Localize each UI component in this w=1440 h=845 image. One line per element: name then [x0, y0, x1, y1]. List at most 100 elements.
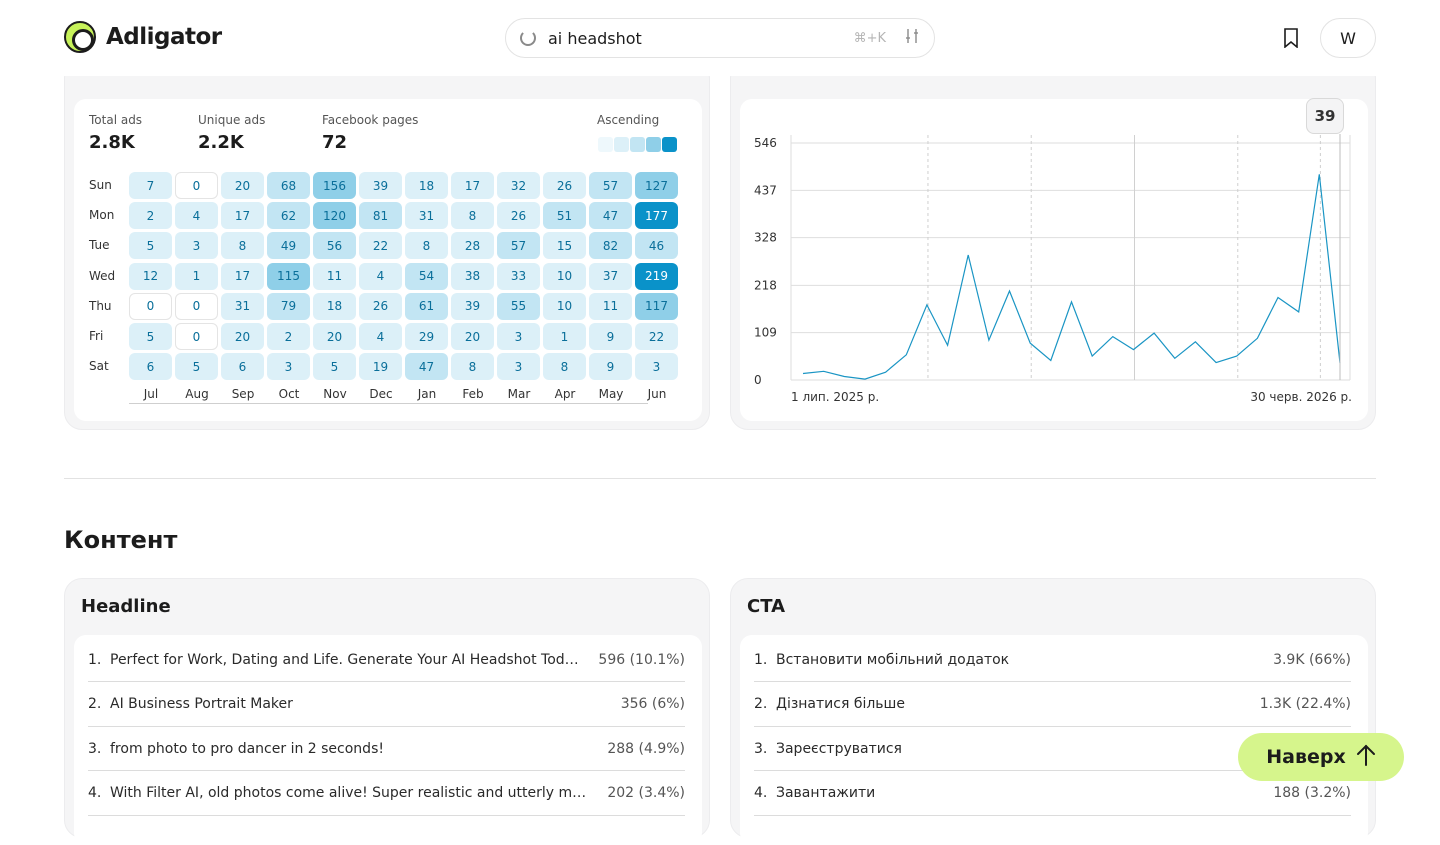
- heatmap-cell[interactable]: 29: [405, 323, 448, 350]
- heatmap-cell[interactable]: 1: [175, 263, 218, 290]
- heatmap-cell[interactable]: 31: [405, 202, 448, 229]
- sort-order-label[interactable]: Ascending: [597, 113, 659, 127]
- heatmap-cell[interactable]: 3: [175, 232, 218, 259]
- heatmap-cell[interactable]: 6: [129, 353, 172, 380]
- heatmap-cell[interactable]: 2: [267, 323, 310, 350]
- heatmap-cell[interactable]: 120: [313, 202, 356, 229]
- heatmap-cell[interactable]: 11: [313, 263, 356, 290]
- heatmap-cell[interactable]: 9: [589, 353, 632, 380]
- heatmap-cell[interactable]: 32: [497, 172, 540, 199]
- heatmap-cell[interactable]: 51: [543, 202, 586, 229]
- heatmap-cell[interactable]: 22: [635, 323, 678, 350]
- user-avatar-button[interactable]: W: [1320, 18, 1376, 58]
- heatmap-cell[interactable]: 57: [589, 172, 632, 199]
- heatmap-cell[interactable]: 5: [175, 353, 218, 380]
- heatmap-cell[interactable]: 8: [221, 232, 264, 259]
- heatmap-cell[interactable]: 1: [543, 323, 586, 350]
- heatmap-cell[interactable]: 20: [221, 323, 264, 350]
- heatmap-cell[interactable]: 156: [313, 172, 356, 199]
- heatmap-cell[interactable]: 10: [543, 293, 586, 320]
- heatmap-cell[interactable]: 47: [589, 202, 632, 229]
- heatmap-cell[interactable]: 62: [267, 202, 310, 229]
- list-item-index: 4.: [754, 785, 776, 801]
- heatmap-cell[interactable]: 5: [129, 323, 172, 350]
- heatmap-cell[interactable]: 8: [543, 353, 586, 380]
- heatmap-cell[interactable]: 0: [175, 172, 218, 199]
- heatmap-cell[interactable]: 20: [451, 323, 494, 350]
- heatmap-cell[interactable]: 37: [589, 263, 632, 290]
- heatmap-cell[interactable]: 20: [313, 323, 356, 350]
- heatmap-cell[interactable]: 18: [405, 172, 448, 199]
- heatmap-cell[interactable]: 3: [635, 353, 678, 380]
- heatmap-cell[interactable]: 54: [405, 263, 448, 290]
- heatmap-day-label: Fri: [89, 329, 125, 343]
- heatmap-cell[interactable]: 4: [359, 263, 402, 290]
- heatmap-cell[interactable]: 19: [359, 353, 402, 380]
- search-bar[interactable]: ai headshot ⌘+K: [505, 18, 935, 58]
- heatmap-cell[interactable]: 4: [175, 202, 218, 229]
- heatmap-cell[interactable]: 22: [359, 232, 402, 259]
- heatmap-cell[interactable]: 12: [129, 263, 172, 290]
- heatmap-cell[interactable]: 39: [451, 293, 494, 320]
- heatmap-cell[interactable]: 47: [405, 353, 448, 380]
- heatmap-cell[interactable]: 26: [543, 172, 586, 199]
- heatmap-cell[interactable]: 0: [175, 293, 218, 320]
- filter-sliders-icon[interactable]: [904, 28, 920, 48]
- bookmark-icon[interactable]: [1280, 27, 1302, 49]
- list-item[interactable]: 3.from photo to pro dancer in 2 seconds!…: [88, 727, 685, 771]
- heatmap-cell[interactable]: 0: [129, 293, 172, 320]
- heatmap-cell[interactable]: 38: [451, 263, 494, 290]
- list-item[interactable]: 4.With Filter AI, old photos come alive!…: [88, 772, 685, 816]
- heatmap-cell[interactable]: 17: [221, 263, 264, 290]
- heatmap-cell[interactable]: 31: [221, 293, 264, 320]
- heatmap-cell[interactable]: 11: [589, 293, 632, 320]
- heatmap-cell[interactable]: 57: [497, 232, 540, 259]
- heatmap-cell[interactable]: 5: [313, 353, 356, 380]
- heatmap-cell[interactable]: 49: [267, 232, 310, 259]
- heatmap-cell[interactable]: 28: [451, 232, 494, 259]
- heatmap-cell[interactable]: 9: [589, 323, 632, 350]
- heatmap-cell[interactable]: 0: [175, 323, 218, 350]
- heatmap-cell[interactable]: 79: [267, 293, 310, 320]
- list-item[interactable]: 1.Perfect for Work, Dating and Life. Gen…: [88, 638, 685, 682]
- heatmap-cell[interactable]: 3: [497, 353, 540, 380]
- heatmap-cell[interactable]: 127: [635, 172, 678, 199]
- heatmap-cell[interactable]: 117: [635, 293, 678, 320]
- heatmap-cell[interactable]: 82: [589, 232, 632, 259]
- logo[interactable]: Adligator: [64, 21, 222, 53]
- heatmap-cell[interactable]: 15: [543, 232, 586, 259]
- heatmap-cell[interactable]: 46: [635, 232, 678, 259]
- heatmap-cell[interactable]: 177: [635, 202, 678, 229]
- heatmap-cell[interactable]: 81: [359, 202, 402, 229]
- heatmap-cell[interactable]: 10: [543, 263, 586, 290]
- heatmap-cell[interactable]: 26: [359, 293, 402, 320]
- heatmap-cell[interactable]: 61: [405, 293, 448, 320]
- heatmap-cell[interactable]: 4: [359, 323, 402, 350]
- heatmap-cell[interactable]: 39: [359, 172, 402, 199]
- heatmap-cell[interactable]: 3: [267, 353, 310, 380]
- heatmap-cell[interactable]: 219: [635, 263, 678, 290]
- heatmap-cell[interactable]: 6: [221, 353, 264, 380]
- heatmap-cell[interactable]: 8: [451, 202, 494, 229]
- heatmap-cell[interactable]: 17: [451, 172, 494, 199]
- heatmap-cell[interactable]: 8: [451, 353, 494, 380]
- heatmap-cell[interactable]: 18: [313, 293, 356, 320]
- heatmap-cell[interactable]: 68: [267, 172, 310, 199]
- heatmap-cell[interactable]: 17: [221, 202, 264, 229]
- heatmap-cell[interactable]: 33: [497, 263, 540, 290]
- scroll-to-top-button[interactable]: Наверх: [1238, 733, 1404, 781]
- heatmap-cell[interactable]: 26: [497, 202, 540, 229]
- heatmap-cell[interactable]: 115: [267, 263, 310, 290]
- heatmap-cell[interactable]: 5: [129, 232, 172, 259]
- heatmap-cell[interactable]: 7: [129, 172, 172, 199]
- heatmap-cell[interactable]: 55: [497, 293, 540, 320]
- heatmap-cell[interactable]: 3: [497, 323, 540, 350]
- heatmap-cell[interactable]: 8: [405, 232, 448, 259]
- heatmap-cell[interactable]: 56: [313, 232, 356, 259]
- heatmap-cell[interactable]: 20: [221, 172, 264, 199]
- heatmap-cell[interactable]: 2: [129, 202, 172, 229]
- search-input[interactable]: ai headshot: [548, 29, 854, 48]
